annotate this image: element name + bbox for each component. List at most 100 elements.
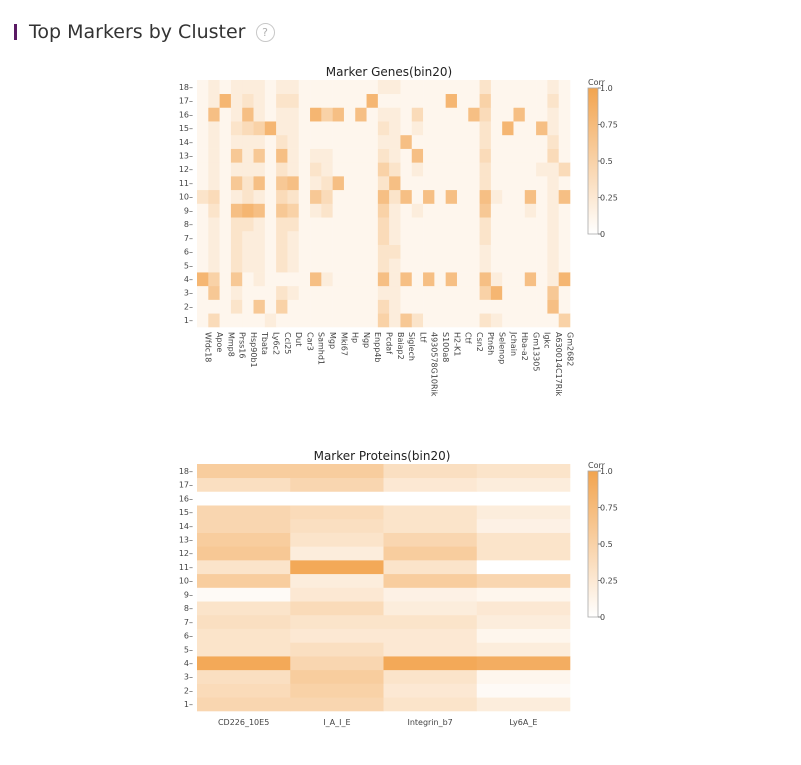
genes-cell (456, 272, 469, 287)
genes-cell (321, 80, 333, 95)
genes-x-tick-label: 4930578G10Rik (430, 332, 439, 397)
genes-cell (310, 272, 322, 287)
genes-cell (423, 230, 435, 245)
genes-cell (513, 189, 526, 204)
genes-cell (445, 121, 458, 136)
genes-cell (253, 272, 266, 287)
genes-cell (490, 162, 503, 177)
genes-cell (400, 189, 413, 204)
genes-y-tick-label: 11– (179, 179, 193, 188)
genes-cell (310, 217, 322, 232)
genes-cell (490, 134, 503, 149)
genes-cell (479, 176, 492, 191)
proteins-y-tick-label: 5– (184, 645, 193, 654)
genes-cell (547, 313, 559, 328)
genes-cell (208, 148, 220, 163)
genes-cell (536, 176, 548, 191)
genes-cell (468, 162, 480, 177)
genes-cell (377, 134, 390, 149)
genes-y-tick-label: 14– (179, 138, 193, 147)
genes-x-tick-label: Wfdc18 (204, 332, 213, 362)
genes-y-tick-label: 13– (179, 151, 193, 160)
genes-cell (423, 285, 435, 300)
genes-cell (355, 148, 367, 163)
genes-cell (558, 176, 571, 191)
help-icon[interactable]: ? (255, 22, 275, 42)
genes-cell (445, 162, 458, 177)
genes-cell (197, 299, 209, 314)
genes-cell (253, 176, 266, 191)
genes-cell (321, 162, 333, 177)
genes-cell (355, 189, 367, 204)
genes-cell (230, 272, 243, 287)
genes-cell (276, 285, 288, 300)
genes-x-tick-label: Ly6c2 (271, 332, 280, 355)
genes-cell (253, 299, 266, 314)
genes-cell (377, 285, 390, 300)
proteins-cell (383, 656, 478, 671)
genes-cell (389, 313, 401, 328)
genes-cell (411, 230, 424, 245)
genes-cell (468, 134, 480, 149)
genes-cell (400, 217, 413, 232)
genes-cell (276, 217, 288, 232)
proteins-cell (476, 518, 571, 533)
genes-cell (298, 162, 311, 177)
genes-y-tick-label: 1– (184, 316, 193, 325)
proteins-heatmap-title: Marker Proteins(bin20) (314, 449, 451, 463)
genes-cell (298, 272, 311, 287)
genes-x-tick-label: Ngp (362, 332, 371, 348)
genes-cell (456, 217, 469, 232)
genes-cell (400, 162, 413, 177)
genes-cell (377, 299, 390, 314)
genes-cell (310, 80, 322, 95)
genes-x-tick-label: Ltf (418, 332, 427, 343)
genes-cell (208, 80, 220, 95)
proteins-cell (197, 464, 291, 479)
genes-cell (366, 230, 379, 245)
genes-cell (355, 176, 367, 191)
genes-x-tick-label: Enpp4b (373, 332, 382, 362)
genes-cell (547, 244, 559, 259)
genes-cell (208, 134, 220, 149)
genes-cell (321, 148, 333, 163)
proteins-x-tick-label: I_A_I_E (323, 718, 350, 727)
genes-cell (355, 107, 367, 122)
genes-cell (400, 80, 413, 95)
genes-cell (558, 272, 571, 287)
genes-cell (479, 258, 492, 273)
genes-cell (197, 203, 209, 218)
proteins-y-tick-label: 9– (184, 590, 193, 599)
genes-cell (343, 203, 356, 218)
genes-cell (377, 176, 390, 191)
genes-cell (310, 244, 322, 259)
genes-cell (366, 217, 379, 232)
genes-cell (321, 217, 333, 232)
proteins-cell (290, 697, 384, 712)
genes-cell (377, 121, 390, 136)
proteins-y-tick-label: 12– (179, 549, 193, 558)
genes-cell (468, 107, 480, 122)
genes-cell (264, 230, 277, 245)
genes-cell (445, 272, 458, 287)
genes-x-tick-label: Igkc (543, 332, 552, 348)
genes-cell (298, 189, 311, 204)
genes-cell (366, 148, 379, 163)
genes-cell (377, 148, 390, 163)
genes-cell (502, 230, 514, 245)
proteins-cell (476, 505, 571, 520)
proteins-cell (197, 560, 291, 575)
genes-x-tick-label: Prss16 (238, 332, 247, 359)
genes-cell (253, 93, 266, 108)
genes-cell (197, 272, 209, 287)
genes-cell (513, 258, 526, 273)
genes-cell (536, 272, 548, 287)
genes-cell (377, 162, 390, 177)
proteins-cell (197, 546, 291, 561)
genes-cell (411, 107, 424, 122)
genes-cell (310, 107, 322, 122)
genes-cell (219, 107, 232, 122)
genes-cell (547, 107, 559, 122)
genes-cell (479, 162, 492, 177)
genes-cell (389, 244, 401, 259)
